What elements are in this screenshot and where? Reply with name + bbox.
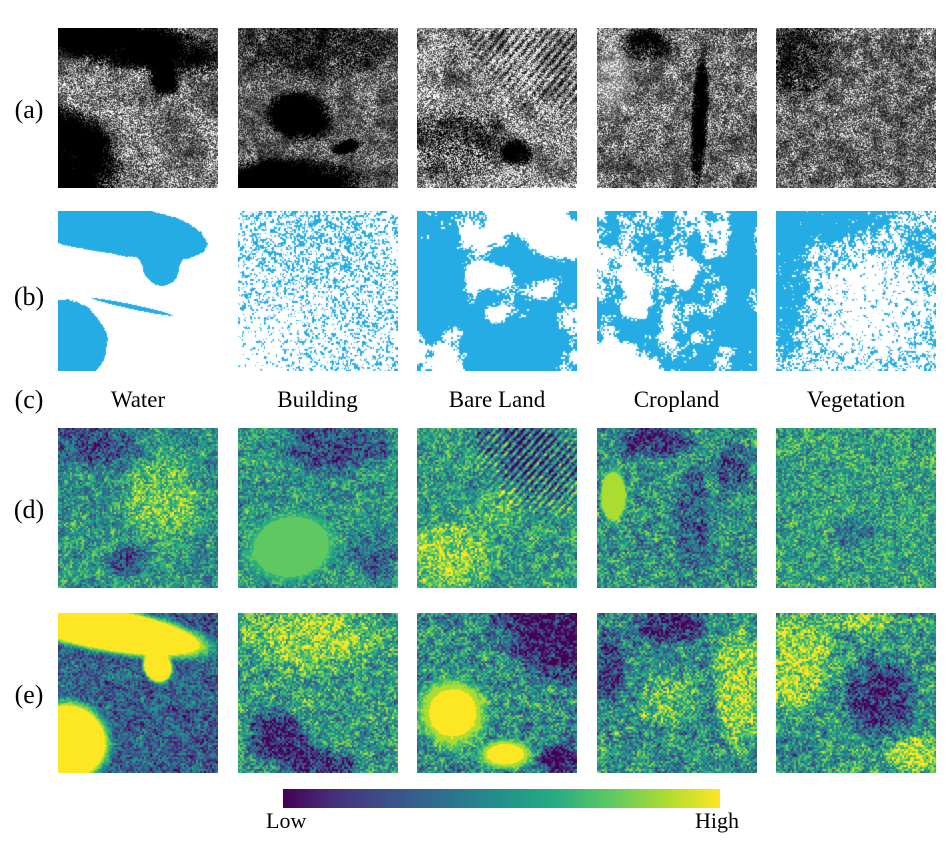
class-label-cropland: Cropland: [633, 387, 720, 412]
mask-image-bare-land: [417, 211, 577, 371]
heatmap-row-d: [58, 428, 936, 588]
class-label-water: Water: [110, 387, 166, 412]
sar-image-building: [237, 28, 398, 188]
ground-truth-mask-row: [58, 211, 936, 371]
sar-image-vegetation: [776, 28, 936, 188]
heatmap-d-building: [237, 428, 398, 588]
row-label-c: (c): [14, 385, 44, 414]
colorbar-gradient: [283, 789, 720, 808]
sar-image-row: [58, 28, 936, 188]
row-label-a: (a): [14, 95, 44, 124]
heatmap-d-cropland: [596, 428, 757, 588]
mask-image-vegetation: [776, 211, 936, 371]
heatmap-e-cropland: [596, 613, 757, 773]
heatmap-e-vegetation: [776, 613, 936, 773]
mask-image-building: [237, 211, 398, 371]
sar-image-water: [58, 28, 218, 188]
sar-image-cropland: [596, 28, 757, 188]
heatmap-d-bare-land: [417, 428, 577, 588]
class-label-building: Building: [277, 387, 358, 412]
class-label-row: Water Building Bare Land Cropland Vegeta…: [58, 386, 936, 414]
colorbar-low-label: Low: [266, 808, 307, 833]
heatmap-d-water: [58, 428, 218, 588]
sar-image-bare-land: [417, 28, 577, 188]
colorbar-high-label: High: [695, 808, 739, 833]
heatmap-e-building: [237, 613, 398, 773]
heatmap-e-water: [58, 613, 218, 773]
heatmap-d-vegetation: [776, 428, 936, 588]
row-label-b: (b): [13, 282, 45, 311]
row-label-d: (d): [13, 495, 45, 524]
heatmap-row-e: [58, 613, 936, 773]
row-label-e: (e): [14, 680, 44, 709]
mask-image-water: [58, 211, 218, 371]
mask-image-cropland: [596, 211, 757, 371]
heatmap-e-bare-land: [417, 613, 577, 773]
class-label-bare-land: Bare Land: [448, 387, 546, 412]
class-label-vegetation: Vegetation: [806, 387, 906, 412]
